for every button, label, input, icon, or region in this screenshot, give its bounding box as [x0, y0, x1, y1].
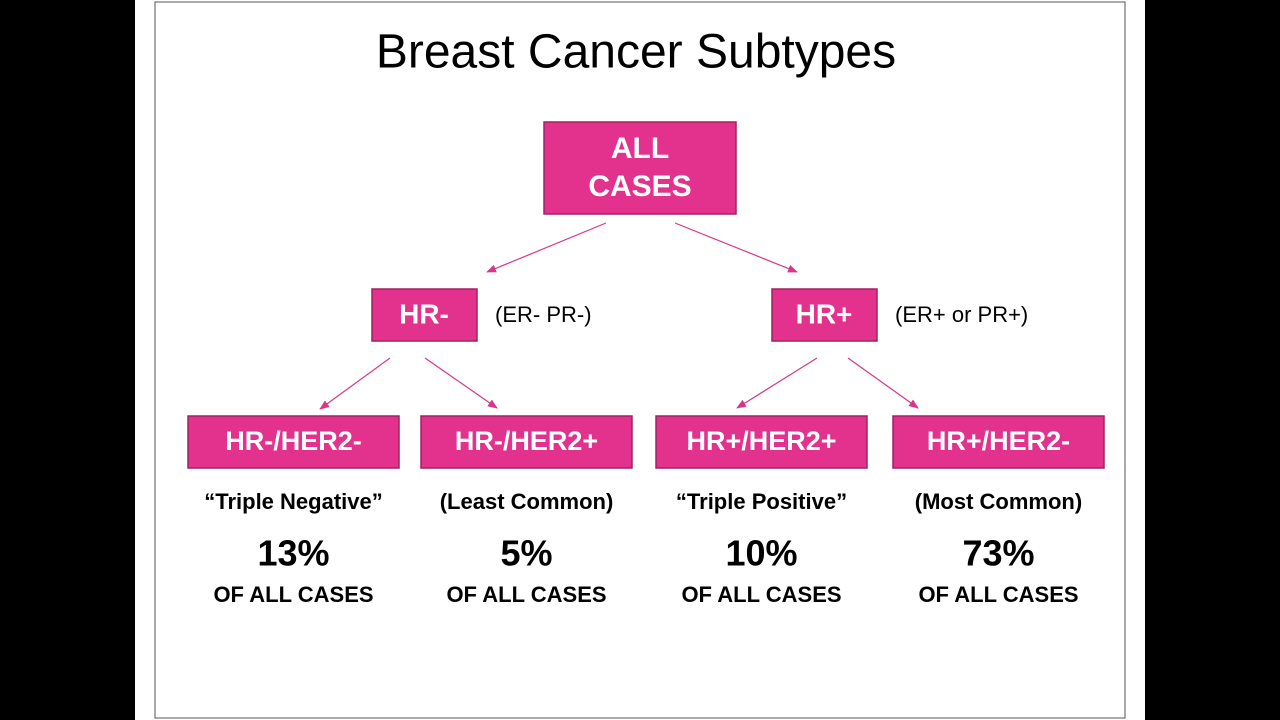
- arrow: [674, 222, 798, 273]
- leaf-share: 10%: [725, 533, 797, 574]
- arrow: [319, 357, 391, 410]
- leaf-label: HR-/HER2-: [225, 426, 362, 456]
- arrow: [847, 357, 919, 409]
- leaf-box: [655, 415, 868, 469]
- slide-background: [135, 0, 1145, 720]
- arrow: [486, 222, 607, 273]
- branch-label: HR-: [399, 298, 449, 329]
- branch-note: (ER+ or PR+): [895, 302, 1028, 327]
- root-box: [543, 121, 737, 215]
- leaf-caption: OF ALL CASES: [446, 582, 606, 607]
- leaf-box: [420, 415, 633, 469]
- leaf-caption: OF ALL CASES: [681, 582, 841, 607]
- branch-box: [371, 288, 478, 342]
- leaf-description: “Triple Positive”: [676, 489, 847, 514]
- slide-frame: [154, 1, 1126, 719]
- leaf-share: 5%: [500, 533, 552, 574]
- leaf-description: “Triple Negative”: [204, 489, 383, 514]
- leaf-share: 73%: [962, 533, 1034, 574]
- leaf-caption: OF ALL CASES: [918, 582, 1078, 607]
- branch-note: (ER- PR-): [495, 302, 592, 327]
- leaf-caption: OF ALL CASES: [213, 582, 373, 607]
- arrow: [736, 357, 818, 409]
- branch-label: HR+: [796, 298, 853, 329]
- leaf-box: [187, 415, 400, 469]
- leaf-box: [892, 415, 1105, 469]
- leaf-description: (Most Common): [915, 489, 1082, 514]
- leaf-label: HR+/HER2-: [927, 426, 1070, 456]
- leaf-share: 13%: [257, 533, 329, 574]
- root-label: ALL: [611, 132, 669, 165]
- leaf-description: (Least Common): [440, 489, 614, 514]
- root-label: CASES: [588, 170, 691, 203]
- leaf-label: HR+/HER2+: [686, 426, 836, 456]
- title: Breast Cancer Subtypes: [376, 26, 896, 79]
- leaf-label: HR-/HER2+: [455, 426, 598, 456]
- arrow: [424, 357, 498, 409]
- leaves: HR-/HER2- “Triple Negative” 13% OF ALL CASE…: [187, 415, 1105, 607]
- branch-box: [771, 288, 878, 342]
